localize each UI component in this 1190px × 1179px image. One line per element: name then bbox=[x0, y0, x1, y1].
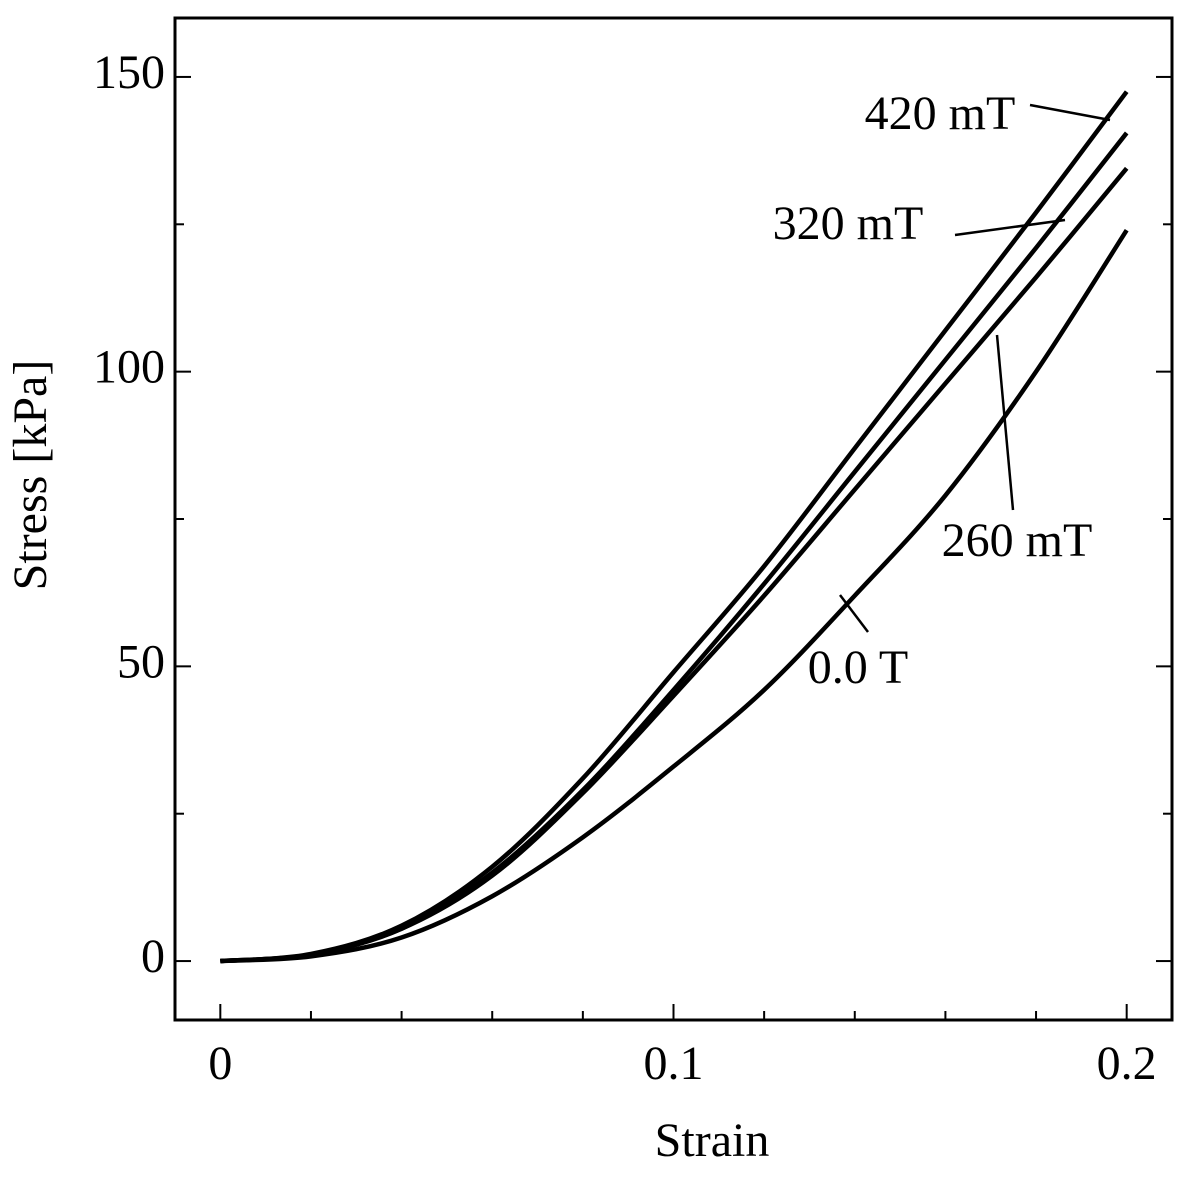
curve-label: 320 mT bbox=[773, 197, 924, 250]
x-tick-label: 0 bbox=[208, 1037, 232, 1090]
leader-line bbox=[954, 218, 1066, 237]
x-tick-label: 0.1 bbox=[644, 1037, 704, 1090]
leader-line bbox=[839, 594, 869, 633]
curve bbox=[220, 90, 1129, 964]
leader-line bbox=[995, 334, 1015, 511]
curve-label: 0.0 T bbox=[808, 641, 908, 694]
x-tick-label: 0.2 bbox=[1097, 1037, 1157, 1090]
y-tick-label: 0 bbox=[141, 930, 165, 983]
y-tick-label: 150 bbox=[93, 46, 165, 99]
leader-line bbox=[1029, 103, 1111, 122]
curve-label: 260 mT bbox=[942, 514, 1093, 567]
y-axis-title: Stress [kPa] bbox=[4, 360, 57, 591]
x-axis-title: Strain bbox=[655, 1114, 770, 1167]
y-tick-label: 50 bbox=[117, 635, 165, 688]
curve-label: 420 mT bbox=[865, 87, 1016, 140]
y-tick-label: 100 bbox=[93, 341, 165, 394]
curve bbox=[220, 166, 1129, 964]
curve bbox=[220, 228, 1129, 964]
